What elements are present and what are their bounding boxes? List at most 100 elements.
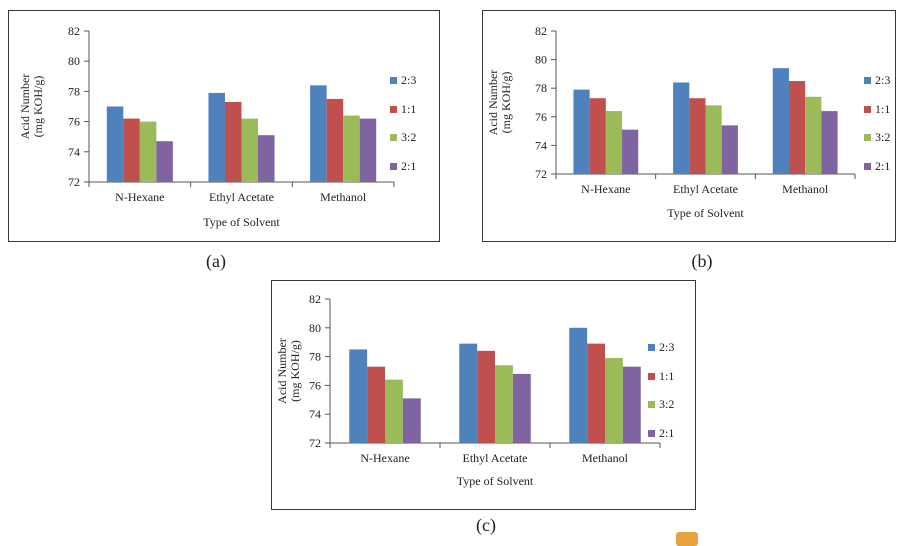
bar-methanol-1-1 (326, 98, 344, 182)
legend-swatch-1-1 (648, 373, 655, 380)
bar-n-hexane-2-1 (402, 398, 421, 443)
x-tick-label: Ethyl Acetate (463, 451, 528, 465)
y-tick-label: 72 (535, 167, 547, 181)
x-tick-label: N-Hexane (581, 182, 630, 196)
legend-label-1-1: 1:1 (875, 102, 890, 116)
y-tick-label: 72 (68, 175, 80, 189)
legend-label-3-2: 3:2 (401, 130, 416, 144)
y-tick-label: 78 (309, 350, 321, 364)
bar-methanol-2-3 (310, 85, 327, 182)
bar-ethyl-acetate-2-3 (459, 343, 478, 443)
x-tick-label: Methanol (582, 451, 629, 465)
bar-n-hexane-2-3 (349, 349, 368, 443)
bar-ethyl-acetate-2-1 (258, 135, 275, 182)
y-tick-label: 76 (309, 378, 321, 392)
y-axis-title-line: (mg KOH/g) (499, 72, 513, 134)
bar-methanol-2-1 (359, 118, 377, 182)
bar-chart-a: 72 74 76 78 80 82 N-Hexane Ethyl Acetate Methano… (18, 24, 416, 229)
bar-ethyl-acetate-2-3 (208, 92, 225, 182)
y-axis-title-line: Acid Number (486, 70, 500, 136)
y-tick-label: 76 (68, 115, 80, 129)
legend-swatch-1-1 (390, 106, 397, 113)
bar-n-hexane-1-1 (123, 118, 140, 182)
legend-label-1-1: 1:1 (401, 102, 416, 116)
bar-methanol-3-2 (343, 115, 360, 182)
legend-label-1-1: 1:1 (659, 369, 674, 383)
bar-ethyl-acetate-2-1 (512, 373, 531, 443)
bar-n-hexane-1-1 (589, 98, 606, 174)
bar-ethyl-acetate-1-1 (224, 101, 242, 182)
y-tick-label: 82 (309, 292, 321, 306)
chart-panel-a: 72 74 76 78 80 82 N-Hexane Ethyl Acetate Methano… (8, 10, 440, 242)
bar-n-hexane-2-3 (573, 89, 590, 174)
bar-methanol-2-1 (622, 366, 641, 443)
caption-b: (b) (691, 251, 713, 271)
y-tick-label: 82 (68, 24, 80, 38)
bar-ethyl-acetate-1-1 (689, 98, 706, 174)
x-tick-label: Ethyl Acetate (673, 182, 738, 196)
legend-swatch-3-2 (864, 134, 871, 141)
x-tick-label: N-Hexane (360, 451, 409, 465)
y-tick-label: 72 (309, 436, 321, 450)
bar-ethyl-acetate-3-2 (495, 365, 513, 443)
y-tick-label: 74 (535, 138, 547, 152)
bar-methanol-3-2 (805, 96, 822, 174)
bar-methanol-3-2 (605, 358, 623, 443)
bar-ethyl-acetate-1-1 (477, 350, 495, 443)
x-tick-label: Methanol (782, 182, 829, 196)
legend-label-2-3: 2:3 (401, 73, 416, 87)
bar-ethyl-acetate-3-2 (241, 118, 259, 182)
chart-panel-c: 72 74 76 78 80 82 N-Hexane Ethyl Acetate Methano… (271, 280, 696, 510)
bar-n-hexane-2-3 (106, 106, 124, 182)
bar-methanol-2-3 (772, 68, 789, 174)
y-tick-label: 76 (535, 110, 547, 124)
x-tick-label: Ethyl Acetate (209, 190, 274, 204)
caption-a: (a) (206, 251, 226, 271)
y-tick-label: 78 (68, 84, 80, 98)
y-axis-title-line: (mg KOH/g) (288, 340, 302, 402)
bar-n-hexane-2-1 (622, 129, 639, 174)
x-tick-label: N-Hexane (115, 190, 164, 204)
chart-panel-b: 72 74 76 78 80 82 N-Hexane Ethyl Acetate Methano… (482, 10, 896, 242)
bar-ethyl-acetate-3-2 (705, 105, 722, 174)
legend-label-2-1: 2:1 (659, 426, 674, 440)
x-axis-title: Type of Solvent (203, 215, 280, 229)
y-axis-title: Acid Number(mg KOH/g) (275, 338, 302, 404)
caption-c: (c) (476, 515, 496, 535)
watermark-badge (676, 532, 698, 546)
y-tick-label: 74 (309, 407, 321, 421)
y-axis-title-line: Acid Number (18, 74, 32, 140)
bar-chart-c: 72 74 76 78 80 82 N-Hexane Ethyl Acetate Methano… (275, 292, 674, 488)
legend-label-2-3: 2:3 (659, 340, 674, 354)
bar-ethyl-acetate-2-1 (721, 125, 738, 174)
y-tick-label: 78 (535, 81, 547, 95)
legend-swatch-2-1 (864, 163, 871, 170)
y-tick-label: 82 (535, 24, 547, 38)
legend-label-2-1: 2:1 (875, 159, 890, 173)
bar-methanol-2-3 (569, 327, 588, 443)
legend-label-3-2: 3:2 (659, 397, 674, 411)
legend-swatch-2-1 (648, 430, 655, 437)
legend-swatch-3-2 (648, 401, 655, 408)
bar-n-hexane-3-2 (139, 121, 157, 182)
y-tick-label: 80 (535, 53, 547, 67)
bar-n-hexane-2-1 (156, 141, 173, 182)
x-tick-label: Methanol (320, 190, 367, 204)
bar-chart-b: 72 74 76 78 80 82 N-Hexane Ethyl Acetate Methano… (486, 24, 890, 220)
bar-methanol-2-1 (821, 111, 838, 174)
legend-label-3-2: 3:2 (875, 130, 890, 144)
x-axis-title: Type of Solvent (667, 206, 744, 220)
legend-swatch-2-1 (390, 163, 397, 170)
legend-swatch-2-3 (390, 77, 397, 84)
legend-label-2-3: 2:3 (875, 73, 890, 87)
y-axis-title-line: (mg KOH/g) (31, 76, 45, 138)
bar-ethyl-acetate-2-3 (673, 82, 690, 174)
bar-n-hexane-3-2 (385, 379, 403, 443)
bar-methanol-1-1 (788, 81, 806, 174)
y-tick-label: 80 (68, 54, 80, 68)
y-tick-label: 80 (309, 321, 321, 335)
legend-swatch-1-1 (864, 106, 871, 113)
y-axis-title: Acid Number(mg KOH/g) (486, 70, 513, 136)
bar-methanol-1-1 (587, 343, 605, 443)
x-axis-title: Type of Solvent (457, 474, 534, 488)
